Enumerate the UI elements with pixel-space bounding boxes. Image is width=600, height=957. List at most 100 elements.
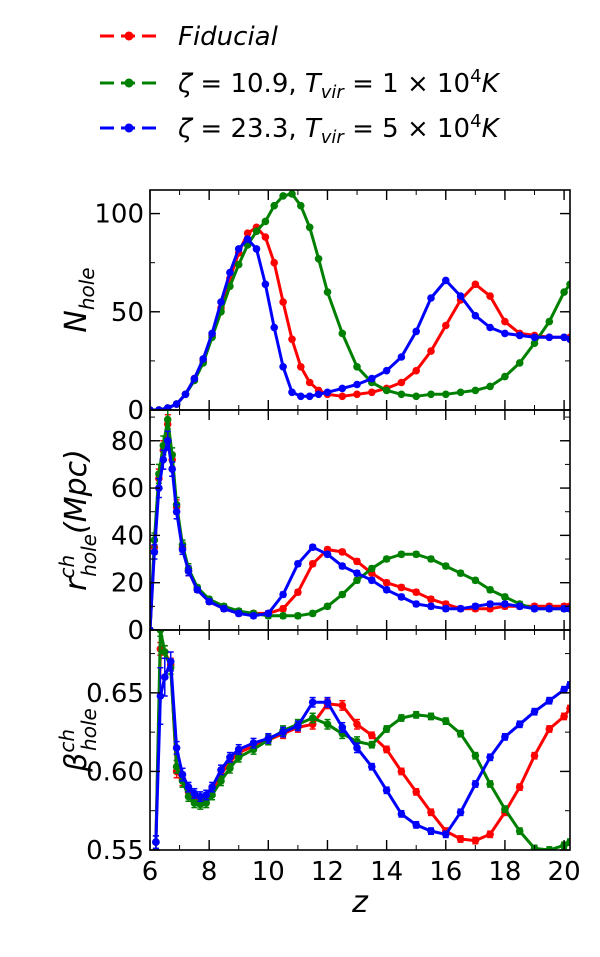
- data-point: [226, 764, 234, 773]
- data-point: [184, 783, 193, 791]
- data-point: [412, 821, 421, 829]
- data-point: [270, 201, 279, 210]
- legend-marker: [124, 78, 134, 88]
- data-point: [412, 588, 421, 596]
- data-point: [159, 455, 168, 464]
- data-point: [566, 704, 570, 713]
- data-point: [234, 609, 243, 618]
- data-point: [486, 382, 494, 391]
- data-point: [205, 597, 213, 606]
- data-point: [338, 329, 347, 338]
- data-point: [264, 609, 273, 618]
- data-point: [226, 268, 234, 277]
- data-point: [530, 339, 539, 348]
- data-point: [279, 192, 287, 200]
- legend: Fiducial ζ = 10.9, Tvir = 1 × 104K ζ = 23.…: [100, 22, 501, 148]
- data-point: [243, 229, 252, 237]
- data-point: [382, 725, 391, 733]
- data-point: [172, 762, 181, 771]
- data-point: [566, 280, 570, 289]
- data-point: [471, 780, 480, 788]
- data-point: [397, 714, 406, 722]
- series-0000ff: [152, 651, 570, 850]
- data-point: [471, 836, 480, 845]
- data-point: [397, 390, 406, 399]
- data-point: [279, 590, 287, 599]
- data-point: [243, 235, 252, 243]
- data-point: [314, 254, 323, 263]
- data-point: [456, 292, 465, 300]
- data-point: [234, 745, 243, 754]
- data-point: [353, 557, 361, 566]
- data-point: [252, 245, 261, 253]
- legend-entry: ζ = 10.9, Tvir = 1 × 104K: [100, 66, 501, 103]
- data-point: [264, 734, 273, 743]
- data-point: [397, 353, 406, 361]
- data-point: [501, 805, 509, 813]
- x-axis: 6 8 10 12 14 16 18 20 z: [142, 857, 581, 920]
- data-point: [353, 569, 361, 577]
- data-point: [163, 437, 172, 445]
- data-point: [314, 390, 323, 399]
- data-point: [560, 288, 568, 296]
- data-point: [427, 595, 435, 603]
- data-point: [545, 696, 554, 705]
- series-0000ff: [150, 235, 570, 410]
- data-point: [456, 388, 465, 397]
- data-point: [382, 366, 391, 375]
- data-point: [152, 838, 160, 846]
- legend-entry: ζ = 23.3, Tvir = 5 × 104K: [100, 111, 501, 148]
- data-point: [515, 783, 524, 791]
- data-point: [368, 374, 376, 383]
- data-point: [181, 390, 190, 399]
- data-point: [305, 392, 314, 401]
- data-point: [338, 562, 347, 570]
- data-point: [294, 722, 302, 730]
- data-point: [163, 415, 172, 424]
- data-point: [279, 363, 287, 371]
- data-point: [217, 766, 225, 774]
- data-point: [338, 723, 347, 732]
- data-point: [353, 744, 361, 752]
- data-point: [560, 685, 568, 694]
- data-point: [163, 404, 172, 410]
- data-point: [382, 555, 391, 563]
- data-point: [368, 388, 376, 397]
- legend-marker: [124, 123, 134, 133]
- data-point: [471, 576, 480, 585]
- data-point: [486, 600, 494, 608]
- legend-label: ζ = 10.9, Tvir = 1 × 104K: [177, 66, 501, 103]
- data-point: [226, 282, 234, 291]
- panel-n-hole: 0 50 100 Nhole: [59, 189, 571, 426]
- data-point: [515, 720, 524, 729]
- data-point: [166, 657, 175, 666]
- data-point: [252, 227, 261, 236]
- data-point: [427, 390, 435, 399]
- data-point: [368, 564, 376, 573]
- series-0000ff: [150, 430, 570, 630]
- data-point: [530, 333, 539, 342]
- series-group: [150, 190, 570, 410]
- data-point: [297, 363, 305, 371]
- data-point: [338, 392, 347, 401]
- data-point: [486, 292, 494, 300]
- x-tick-label: 14: [370, 857, 403, 887]
- y-tick-label: 0: [127, 616, 144, 646]
- data-point: [501, 372, 509, 381]
- data-point: [442, 830, 450, 839]
- y-tick-label: 0.60: [86, 757, 144, 787]
- data-point: [353, 576, 361, 585]
- y-axis-label: rchhole(Mpc): [55, 449, 101, 591]
- series-group: [152, 630, 570, 850]
- y-tick-label: 80: [111, 427, 144, 457]
- data-point: [545, 604, 554, 613]
- y-tick-label: 100: [94, 200, 144, 230]
- data-point: [501, 329, 509, 338]
- data-point: [217, 298, 225, 306]
- data-point: [297, 201, 305, 210]
- data-point: [196, 792, 205, 801]
- data-point: [294, 588, 302, 596]
- data-point: [270, 323, 279, 332]
- data-point: [150, 406, 154, 410]
- data-point: [208, 783, 216, 791]
